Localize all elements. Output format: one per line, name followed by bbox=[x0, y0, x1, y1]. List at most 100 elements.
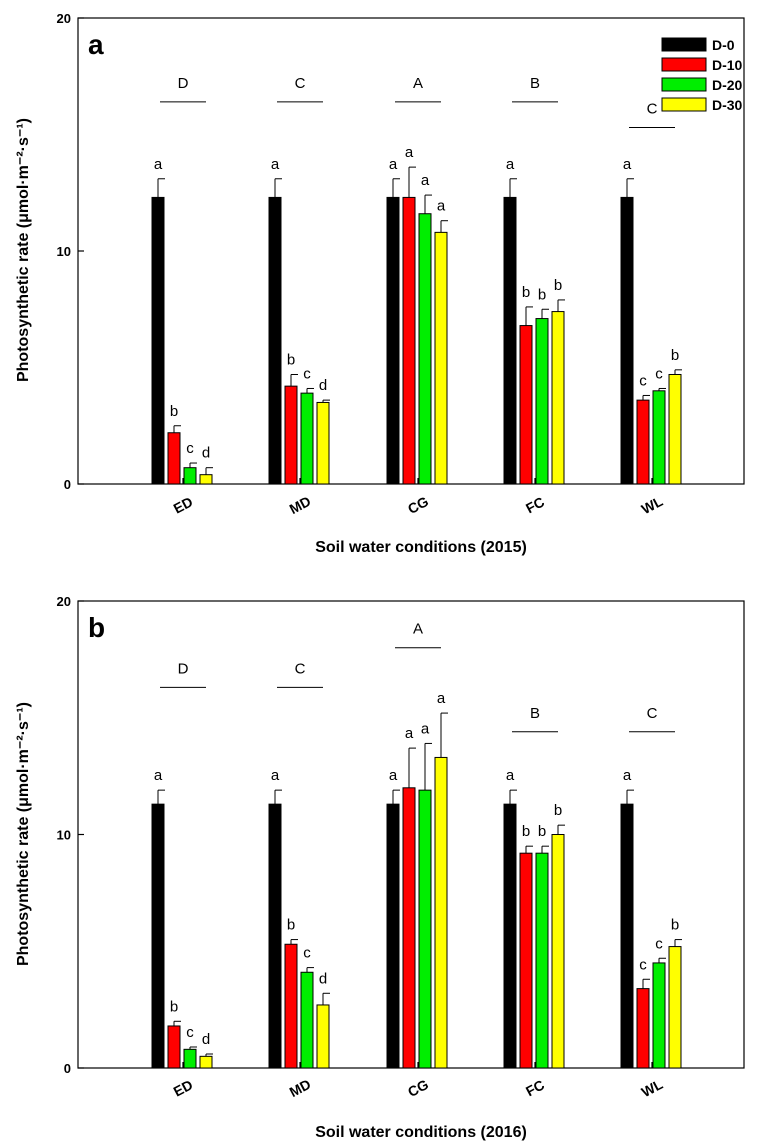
significance-letter: b bbox=[671, 917, 679, 934]
significance-letter: c bbox=[186, 1024, 194, 1041]
bar-D-0-CG bbox=[386, 803, 400, 1069]
y-axis-title: Photosynthetic rate (μmol·m⁻²·s⁻¹) bbox=[15, 702, 32, 966]
bar-D-0-WL bbox=[620, 803, 634, 1069]
bar-D-10-WL bbox=[636, 399, 650, 485]
bar-D-20-MD bbox=[300, 971, 314, 1069]
bar-D-10-FC bbox=[519, 325, 533, 485]
significance-letter: b bbox=[287, 917, 295, 934]
bar-D-0-FC bbox=[503, 196, 517, 485]
x-tick-label: CG bbox=[405, 493, 431, 517]
x-tick-label: MD bbox=[287, 1076, 314, 1100]
significance-letter: c bbox=[655, 935, 663, 952]
bar-D-10-CG bbox=[402, 787, 416, 1069]
significance-letter: b bbox=[287, 351, 295, 368]
significance-letter: a bbox=[421, 172, 430, 189]
significance-letter: c bbox=[639, 372, 647, 389]
group-letter: C bbox=[647, 101, 658, 118]
bar-D-20-CG bbox=[418, 789, 432, 1069]
x-tick-label: MD bbox=[287, 493, 314, 517]
panel-letter: b bbox=[88, 612, 105, 643]
significance-letter: d bbox=[202, 1031, 210, 1048]
significance-letter: a bbox=[405, 725, 414, 742]
legend: D-0 D-10 D-20 D-30 bbox=[661, 37, 743, 113]
group-letter: C bbox=[295, 75, 306, 92]
significance-letter: b bbox=[554, 277, 562, 294]
chart-panel-a: 0 10 20 ED MD CG FC WL a Soil water conditions (2… bbox=[15, 11, 745, 556]
y-tick-label: 20 bbox=[57, 594, 71, 609]
significance-letter: b bbox=[671, 347, 679, 364]
bar-D-10-CG bbox=[402, 196, 416, 485]
x-tick-label: WL bbox=[639, 1076, 666, 1101]
bar-D-10-WL bbox=[636, 988, 650, 1069]
x-tick-label: ED bbox=[171, 1076, 196, 1099]
bar-D-30-CG bbox=[434, 756, 448, 1069]
significance-letter: b bbox=[522, 284, 530, 301]
panel-letter: a bbox=[88, 29, 104, 60]
bar-D-20-WL bbox=[652, 962, 666, 1069]
bar-D-30-WL bbox=[668, 946, 682, 1069]
legend-swatch-D-0 bbox=[661, 37, 707, 52]
legend-swatch-D-10 bbox=[661, 57, 707, 72]
significance-letter: a bbox=[154, 156, 163, 173]
significance-letter: a bbox=[421, 720, 430, 737]
significance-letter: d bbox=[319, 377, 327, 394]
x-tick-label: FC bbox=[523, 1077, 547, 1100]
significance-letter: c bbox=[303, 365, 311, 382]
legend-label-D-0: D-0 bbox=[712, 37, 735, 53]
bar-D-0-ED bbox=[151, 196, 165, 485]
significance-letter: a bbox=[437, 690, 446, 707]
x-tick-label: FC bbox=[523, 494, 547, 517]
group-letter: A bbox=[413, 75, 423, 92]
bar-D-20-FC bbox=[535, 318, 549, 485]
x-tick-label: CG bbox=[405, 1076, 431, 1100]
bar-D-10-ED bbox=[167, 1025, 181, 1069]
significance-letter: a bbox=[623, 156, 632, 173]
significance-letter: d bbox=[202, 445, 210, 462]
bar-D-0-MD bbox=[268, 803, 282, 1069]
legend-label-D-30: D-30 bbox=[712, 97, 743, 113]
significance-letter: c bbox=[186, 440, 194, 457]
chart-panel-b: 0 10 20 ED MD CG FC WL b Soil water conditions (2… bbox=[15, 594, 745, 1141]
significance-letter: b bbox=[538, 823, 546, 840]
group-letter: B bbox=[530, 75, 540, 92]
significance-letter: d bbox=[319, 970, 327, 987]
significance-letter: a bbox=[154, 767, 163, 784]
y-tick-label: 10 bbox=[57, 244, 71, 259]
group-letter: C bbox=[647, 705, 658, 722]
significance-letter: a bbox=[389, 156, 398, 173]
group-letter: C bbox=[295, 660, 306, 677]
bar-D-20-ED bbox=[183, 1048, 197, 1069]
significance-letter: a bbox=[506, 156, 515, 173]
bar-D-20-WL bbox=[652, 390, 666, 485]
y-axis-title: Photosynthetic rate (μmol·m⁻²·s⁻¹) bbox=[15, 118, 32, 382]
legend-swatch-D-30 bbox=[661, 97, 707, 112]
bar-D-30-WL bbox=[668, 373, 682, 485]
group-letter: D bbox=[178, 660, 189, 677]
bar-D-0-CG bbox=[386, 196, 400, 485]
bar-D-30-MD bbox=[316, 401, 330, 485]
bar-D-0-MD bbox=[268, 196, 282, 485]
significance-letter: a bbox=[405, 144, 414, 161]
bar-D-10-ED bbox=[167, 432, 181, 485]
significance-letter: a bbox=[506, 767, 515, 784]
bar-D-30-CG bbox=[434, 231, 448, 485]
y-tick-label: 20 bbox=[57, 11, 71, 26]
bar-D-30-ED bbox=[199, 1055, 213, 1069]
bar-D-30-FC bbox=[551, 834, 565, 1069]
bar-D-30-FC bbox=[551, 311, 565, 485]
legend-label-D-10: D-10 bbox=[712, 57, 743, 73]
bar-D-10-MD bbox=[284, 943, 298, 1069]
group-letter: D bbox=[178, 75, 189, 92]
significance-letter: c bbox=[639, 956, 647, 973]
significance-letter: a bbox=[437, 198, 446, 215]
legend-swatch-D-20 bbox=[661, 77, 707, 92]
y-tick-label: 0 bbox=[64, 1061, 71, 1076]
significance-letter: a bbox=[271, 156, 280, 173]
bar-D-0-ED bbox=[151, 803, 165, 1069]
significance-letter: b bbox=[554, 802, 562, 819]
bar-D-30-ED bbox=[199, 474, 213, 485]
significance-letter: a bbox=[271, 767, 280, 784]
x-axis-title: Soil water conditions (2016) bbox=[315, 1124, 527, 1141]
group-letter: B bbox=[530, 705, 540, 722]
x-axis-title: Soil water conditions (2015) bbox=[315, 539, 527, 556]
